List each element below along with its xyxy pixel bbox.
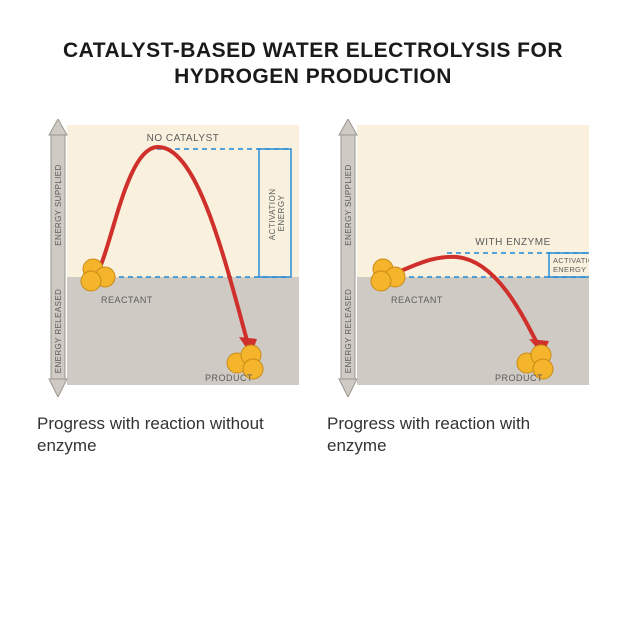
caption-left: Progress with reaction without enzyme (37, 413, 299, 459)
chart-right-svg: ACTIVATION ENERGY WITH ENZYME REACTANT P… (327, 119, 589, 397)
plot-lower-bg (67, 277, 299, 385)
curve-label: WITH ENZYME (475, 237, 551, 248)
title-line-1: CATALYST-BASED WATER ELECTROLYSIS FOR (63, 39, 563, 62)
y-axis-lower-label: ENERGY RELEASED (344, 288, 353, 373)
plot-upper-bg (357, 125, 589, 277)
y-axis-lower-label: ENERGY RELEASED (54, 288, 63, 373)
chart-left-svg: ACTIVATION ENERGY NO CATALYST REACTANT (37, 119, 299, 397)
charts-row: ACTIVATION ENERGY NO CATALYST REACTANT (0, 119, 626, 459)
title-line-2: HYDROGEN PRODUCTION (174, 65, 452, 88)
page-title: CATALYST-BASED WATER ELECTROLYSIS FOR HY… (0, 0, 626, 91)
product-label: PRODUCT (495, 373, 543, 383)
plot-lower-bg (357, 277, 589, 385)
product-label: PRODUCT (205, 373, 253, 383)
chart-left: ACTIVATION ENERGY NO CATALYST REACTANT (37, 119, 299, 459)
activation-label: ACTIVATION ENERGY (553, 256, 589, 274)
plot-upper-bg (67, 125, 299, 277)
y-axis-upper-label: ENERGY SUPPLIED (344, 164, 353, 245)
reactant-label: REACTANT (391, 295, 443, 305)
curve-label: NO CATALYST (147, 133, 220, 144)
caption-right: Progress with reaction with enzyme (327, 413, 589, 459)
y-axis-upper-label: ENERGY SUPPLIED (54, 164, 63, 245)
reactant-label: REACTANT (101, 295, 153, 305)
chart-right: ACTIVATION ENERGY WITH ENZYME REACTANT P… (327, 119, 589, 459)
